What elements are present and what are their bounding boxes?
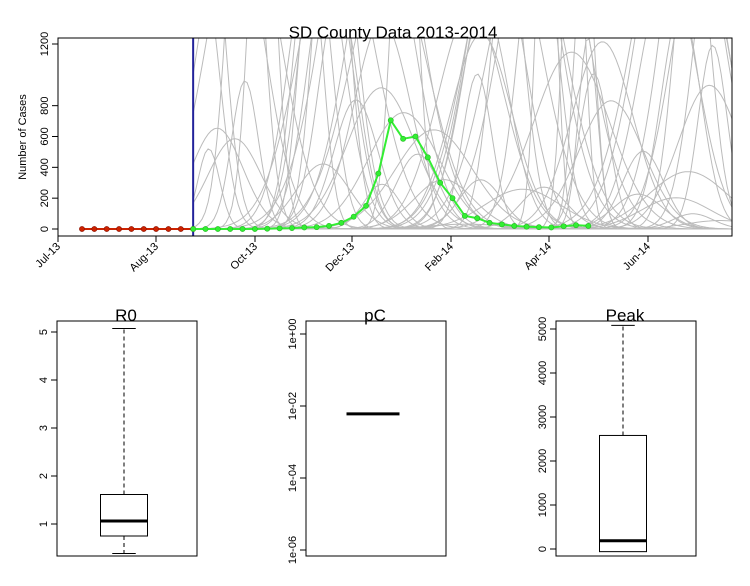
ts-title: SD County Data 2013-2014 xyxy=(289,23,498,42)
box-panel-pc: pC 1e-06 1e-04 1e-02 1e+00 xyxy=(287,306,447,564)
box-y-tick-label: 1 xyxy=(38,521,50,527)
box-y-tick-label: 1e-06 xyxy=(287,536,299,564)
observed-point xyxy=(363,202,369,209)
observed-point xyxy=(239,226,246,232)
observed-point xyxy=(190,226,197,232)
observed-point xyxy=(424,154,431,161)
box-y-tick-label: 5 xyxy=(38,329,50,335)
observed-point xyxy=(511,223,518,229)
observed-point xyxy=(474,215,481,222)
box-y-tick-label: 1e-02 xyxy=(287,392,299,420)
simulation-line xyxy=(193,100,732,230)
observed-point xyxy=(103,226,110,232)
observed-series xyxy=(79,117,592,232)
observed-point xyxy=(140,226,147,232)
observed-point xyxy=(276,225,283,232)
observed-point xyxy=(461,212,468,219)
ts-y-tick-label: 400 xyxy=(39,158,51,176)
ts-x-axis: Jul-13 Aug-13 Oct-13 Dec-13 Feb-14 Apr-14 Jun-… xyxy=(33,236,653,274)
box-y-tick-label: 4000 xyxy=(537,361,549,385)
observed-point xyxy=(498,221,505,228)
box-frame-pc xyxy=(305,320,447,557)
observed-point xyxy=(301,224,308,231)
ts-y-axis-label: Number of Cases xyxy=(17,94,29,180)
observed-point xyxy=(375,170,382,177)
box-y-tick-label: 2 xyxy=(38,473,50,479)
observed-point xyxy=(326,223,332,229)
box-title-pc: pC xyxy=(364,306,386,325)
observed-point xyxy=(387,117,394,124)
ts-x-tick-label: Dec-13 xyxy=(324,241,358,275)
ts-x-tick-label: Aug-13 xyxy=(128,241,162,275)
box-frame-r0 xyxy=(56,320,198,557)
ts-y-tick-label: 600 xyxy=(39,127,51,145)
ts-y-tick-label: 200 xyxy=(39,189,51,207)
box-frame-peak xyxy=(555,320,697,557)
observed-point xyxy=(585,223,592,229)
ts-x-tick-label: Jul-13 xyxy=(33,241,63,271)
observed-point xyxy=(177,226,184,232)
observed-point xyxy=(264,225,271,232)
boxplot-pc: 1e-06 1e-04 1e-02 1e+00 xyxy=(287,319,400,564)
ts-x-tick-label: Jun-14 xyxy=(621,241,653,273)
observed-point xyxy=(573,222,579,229)
simulation-line xyxy=(193,99,732,230)
observed-point xyxy=(128,226,135,232)
ts-y-tick-label: 800 xyxy=(39,96,51,114)
observed-point xyxy=(165,226,172,232)
observed-point xyxy=(214,226,221,232)
ts-y-tick-label: 0 xyxy=(39,226,51,232)
observed-point xyxy=(412,133,419,140)
boxplot-peak: 0 1000 2000 3000 4000 5000 xyxy=(537,317,647,553)
observed-point xyxy=(486,219,493,226)
observed-point xyxy=(548,224,555,231)
time-series-panel: SD County Data 2013-2014 0 200 400 600 800 12… xyxy=(17,23,733,274)
box-iqr xyxy=(599,434,647,553)
box-panel-r0: R0 1 2 3 4 5 xyxy=(38,306,198,557)
box-y-tick-label: 0 xyxy=(537,546,549,552)
observed-point xyxy=(449,195,456,202)
ts-y-tick-label: 1200 xyxy=(39,32,51,56)
observed-point xyxy=(313,224,320,231)
observed-point xyxy=(289,225,295,231)
observed-point xyxy=(350,213,357,220)
boxplot-r0: 1 2 3 4 5 xyxy=(38,328,148,554)
box-y-tick-label: 4 xyxy=(38,377,50,383)
observed-point xyxy=(251,226,258,232)
ts-plot-frame xyxy=(57,37,733,237)
observed-point xyxy=(227,226,234,232)
ts-x-tick-label: Oct-13 xyxy=(228,241,260,273)
ts-x-tick-label: Apr-14 xyxy=(522,241,554,273)
ts-x-tick-label: Feb-14 xyxy=(423,241,456,274)
box-y-tick-label: 5000 xyxy=(537,317,549,341)
box-y-tick-label: 1000 xyxy=(537,493,549,517)
observed-point xyxy=(338,219,345,226)
box-iqr xyxy=(100,494,148,537)
observed-point xyxy=(116,226,122,232)
box-panel-peak: Peak 0 1000 2000 3000 4000 5000 xyxy=(537,306,697,557)
box-y-tick-label: 3 xyxy=(38,425,50,431)
observed-point xyxy=(536,224,542,231)
box-y-tick-label: 1e+00 xyxy=(287,319,299,350)
observed-point xyxy=(202,226,209,232)
observed-point xyxy=(79,226,85,232)
observed-point xyxy=(400,135,406,142)
ts-y-axis: 0 200 400 600 800 1200 xyxy=(39,32,58,232)
box-y-tick-label: 1e-04 xyxy=(287,464,299,492)
box-title-r0: R0 xyxy=(115,306,137,325)
observed-point xyxy=(153,226,159,232)
box-title-peak: Peak xyxy=(606,306,645,325)
observed-point xyxy=(523,223,530,230)
box-y-tick-label: 2000 xyxy=(537,449,549,473)
box-y-tick-label: 3000 xyxy=(537,405,549,429)
observed-line xyxy=(193,117,589,230)
observed-point xyxy=(560,223,567,230)
observed-point xyxy=(437,179,444,186)
observed-point xyxy=(91,226,98,232)
